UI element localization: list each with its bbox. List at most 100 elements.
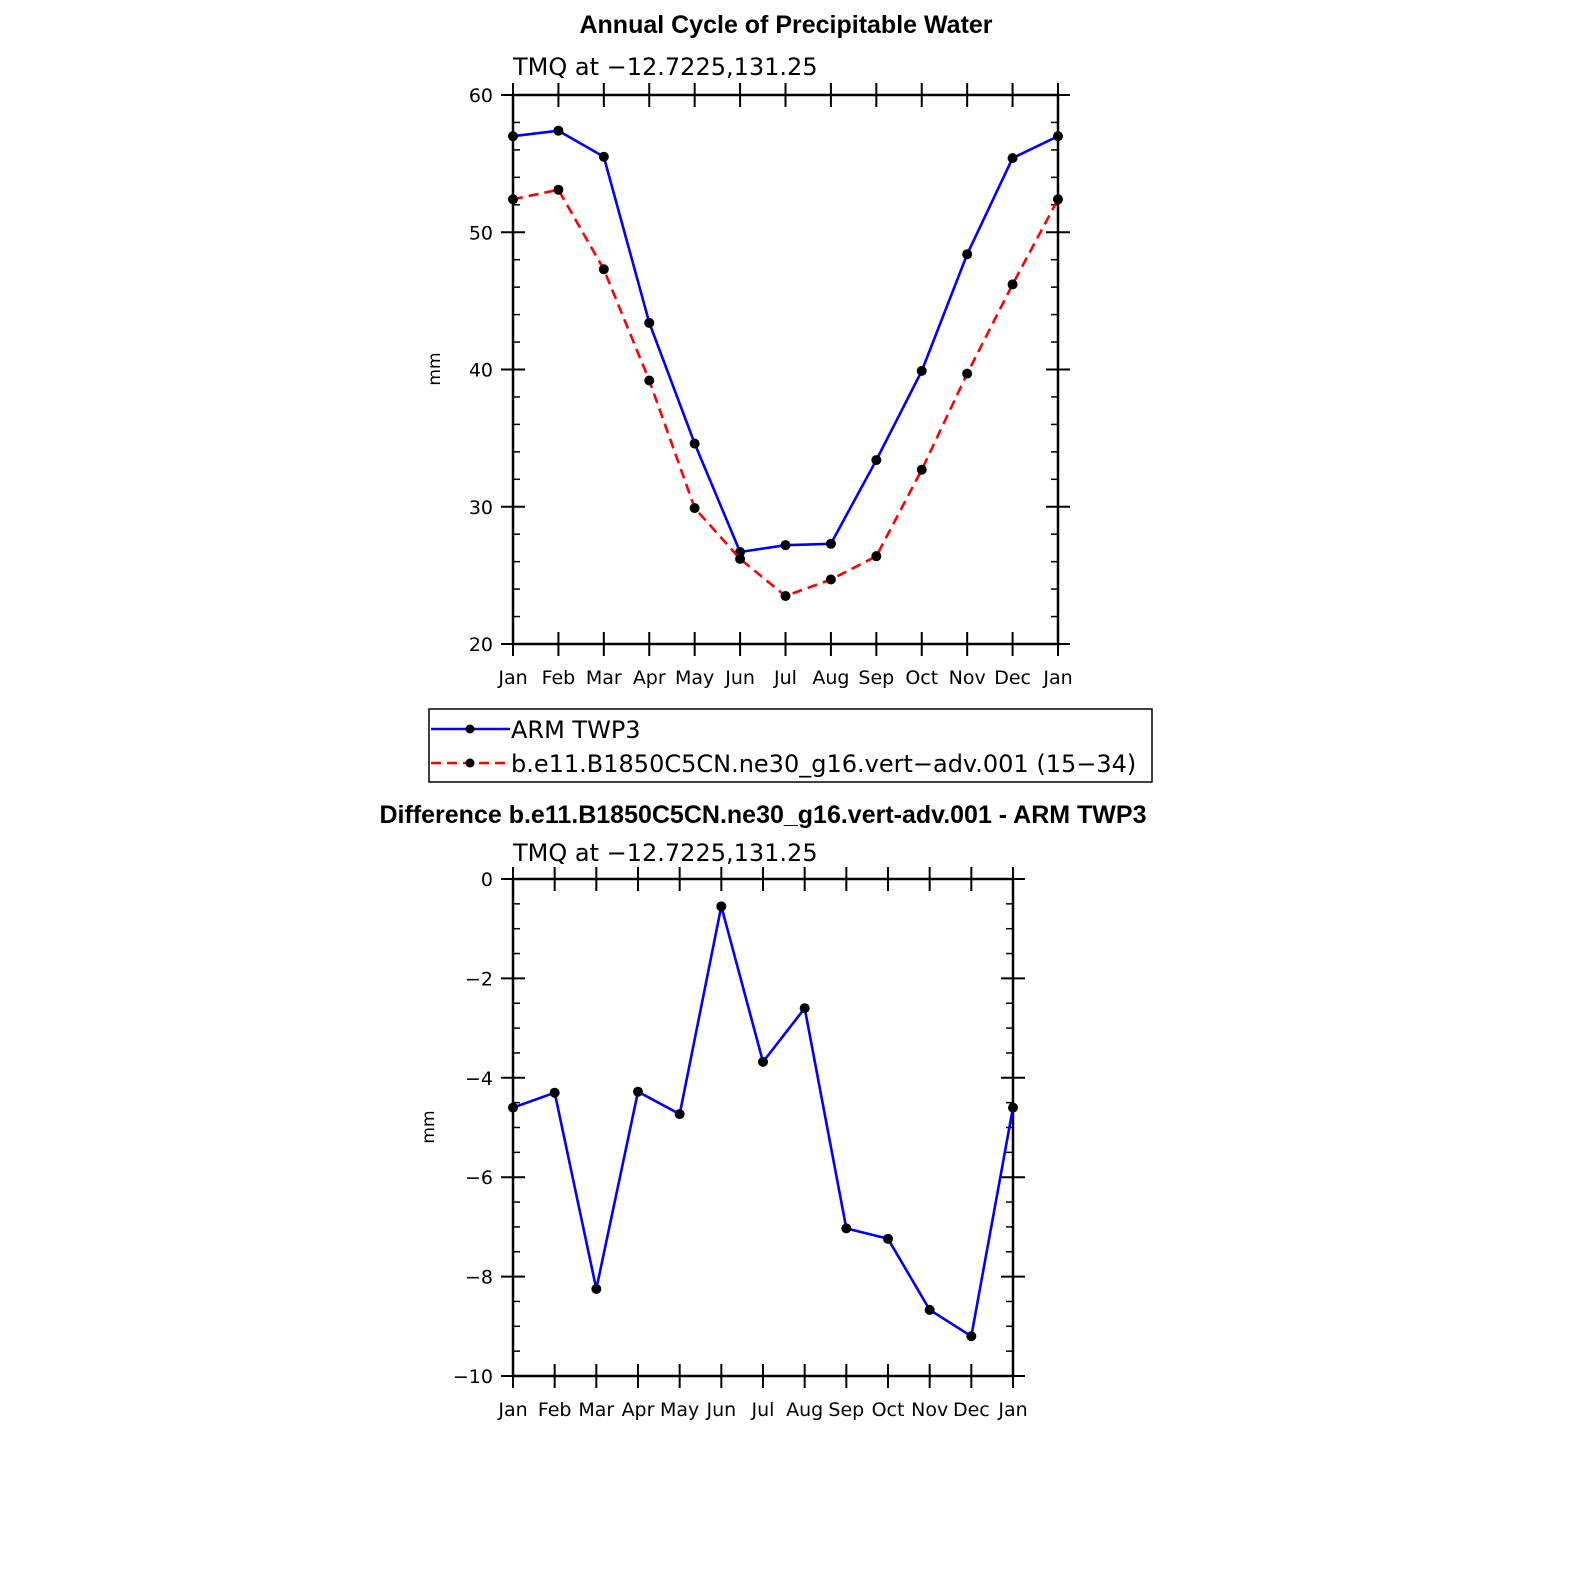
y-tick-label: 30 — [469, 497, 493, 519]
y-tick-label: −4 — [465, 1068, 493, 1090]
x-tick-label: Jun — [724, 667, 755, 689]
chart-title: Annual Cycle of Precipitable Water — [579, 11, 992, 39]
x-tick-label: Jul — [751, 1399, 775, 1421]
x-tick-label: Mar — [586, 667, 622, 689]
y-tick-label: −10 — [453, 1366, 493, 1388]
x-tick-label: Nov — [911, 1399, 948, 1421]
y-tick-label: 20 — [469, 634, 493, 656]
x-tick-label: Apr — [633, 667, 666, 689]
y-tick-label: 50 — [469, 222, 493, 244]
y-tick-label: 60 — [469, 85, 493, 107]
x-tick-label: Aug — [812, 667, 849, 689]
data-point — [553, 125, 564, 136]
data-point — [553, 184, 564, 195]
data-point — [716, 901, 727, 912]
legend-label-model: b.e11.B1850C5CN.ne30_g16.vert−adv.001 (1… — [511, 750, 1136, 778]
data-point — [758, 1056, 768, 1067]
chart-subtitle: TMQ at −12.7225,131.25 — [512, 839, 818, 867]
plot-frame — [511, 877, 1015, 1378]
data-point — [644, 375, 655, 386]
data-point — [825, 574, 836, 585]
legend-box — [428, 708, 1153, 783]
y-tick-labels: −10 −8 −6 −4 −2 0 — [453, 869, 493, 1388]
axis-ticks — [501, 867, 1025, 1388]
data-point — [1007, 279, 1018, 290]
data-point — [916, 464, 927, 475]
data-point — [689, 503, 700, 514]
x-tick-label: Dec — [953, 1399, 990, 1421]
data-point — [689, 438, 700, 449]
chart-subtitle: TMQ at −12.7225,131.25 — [512, 53, 818, 81]
y-tick-label: 40 — [469, 360, 493, 382]
plot-frame — [511, 93, 1060, 646]
data-point — [966, 1331, 977, 1342]
y-tick-label: −6 — [465, 1167, 493, 1189]
x-tick-labels: Jan Feb Mar Apr May Jun Jul Aug Sep Oct Nov Dec Jan — [497, 667, 1072, 689]
legend-marker-arm — [465, 724, 475, 734]
x-tick-labels: Jan Feb Mar Apr May Jun Jul Aug Sep Oct Nov Dec Jan — [497, 1399, 1027, 1421]
data-point — [508, 194, 518, 205]
data-point — [1007, 153, 1018, 164]
legend-label-arm: ARM TWP3 — [511, 716, 641, 744]
data-point — [962, 368, 973, 379]
data-point — [841, 1223, 852, 1234]
data-point — [871, 551, 882, 562]
x-tick-label: Jan — [497, 667, 527, 689]
x-tick-label: Mar — [578, 1399, 614, 1421]
data-point — [799, 1003, 810, 1014]
y-tick-labels: 20 30 40 50 60 — [469, 85, 493, 656]
y-tick-label: −8 — [465, 1267, 493, 1289]
x-tick-label: Apr — [622, 1399, 655, 1421]
y-axis-label: mm — [419, 1110, 439, 1143]
x-tick-label: Nov — [949, 667, 986, 689]
x-tick-label: Jan — [497, 1399, 527, 1421]
data-point — [1053, 194, 1063, 205]
x-tick-label: Jul — [773, 667, 797, 689]
x-tick-label: Jan — [1042, 667, 1072, 689]
legend: ARM TWP3 b.e11.B1850C5CN.ne30_g16.vert−a… — [428, 708, 1153, 783]
axis-ticks — [501, 83, 1070, 656]
series-line-0 — [512, 129, 1059, 554]
x-tick-label: May — [675, 667, 714, 689]
data-point — [780, 540, 791, 551]
data-point — [1008, 1102, 1018, 1113]
x-tick-label: Oct — [872, 1399, 905, 1421]
data-point — [591, 1284, 602, 1295]
x-tick-label: May — [660, 1399, 699, 1421]
chart-title: Difference b.e11.B1850C5CN.ne30_g16.vert… — [380, 801, 1147, 829]
legend-marker-model — [465, 758, 475, 768]
data-point — [780, 590, 791, 601]
series-group — [508, 125, 1063, 601]
data-point — [871, 455, 882, 466]
x-tick-label: Sep — [858, 667, 894, 689]
data-point — [598, 151, 609, 162]
x-tick-label: Jun — [705, 1399, 736, 1421]
x-tick-label: Jan — [997, 1399, 1027, 1421]
x-tick-label: Feb — [538, 1399, 572, 1421]
x-tick-label: Aug — [786, 1399, 823, 1421]
data-point — [674, 1109, 685, 1120]
series-line-1 — [512, 188, 1060, 598]
data-point — [508, 131, 518, 142]
y-axis-label: mm — [425, 352, 445, 385]
x-tick-label: Sep — [828, 1399, 864, 1421]
x-tick-label: Feb — [542, 667, 576, 689]
x-tick-label: Dec — [994, 667, 1031, 689]
y-tick-label: −2 — [465, 968, 493, 990]
data-point — [883, 1233, 893, 1244]
series-group — [508, 901, 1018, 1342]
data-point — [1053, 131, 1063, 142]
y-tick-label: 0 — [481, 869, 493, 891]
data-point — [508, 1102, 518, 1113]
data-point — [633, 1086, 643, 1097]
data-point — [916, 365, 927, 376]
data-point — [924, 1304, 935, 1315]
data-point — [735, 553, 746, 564]
series-line-0 — [512, 904, 1015, 1338]
panel-difference: Difference b.e11.B1850C5CN.ne30_g16.vert… — [380, 801, 1147, 1421]
data-point — [825, 538, 836, 549]
data-point — [598, 264, 609, 275]
data-point — [644, 317, 655, 328]
x-tick-label: Oct — [905, 667, 938, 689]
